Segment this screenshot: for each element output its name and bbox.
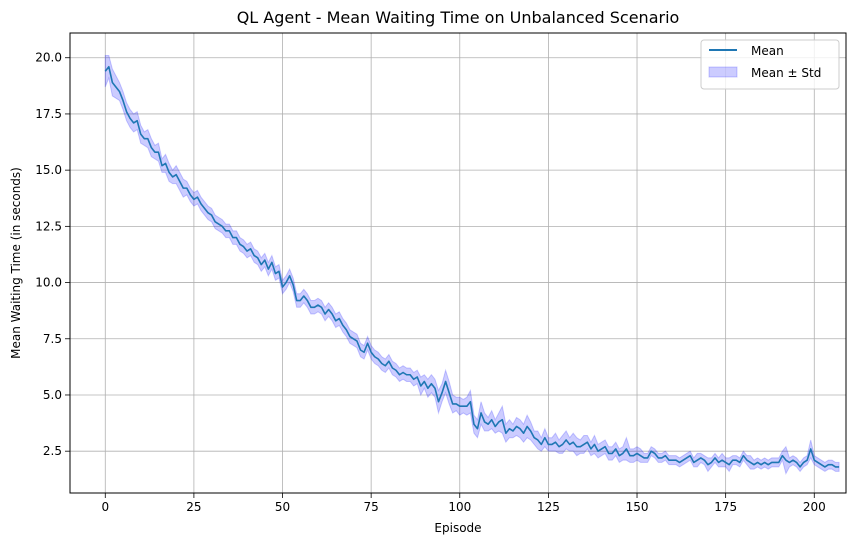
legend-box: [700, 39, 840, 90]
y-tick-label: 2.5: [43, 444, 62, 458]
plot-frame: [69, 32, 847, 494]
std-band-layer: [104, 54, 840, 476]
mean-line-layer: [104, 65, 840, 468]
x-tick-label: 125: [537, 500, 560, 514]
y-tick-label: 7.5: [43, 332, 62, 346]
chart-title: QL Agent - Mean Waiting Time on Unbalanc…: [237, 8, 680, 27]
legend-band-swatch: [708, 66, 738, 78]
y-tick-label: 15.0: [35, 163, 62, 177]
y-tick-label: 12.5: [35, 219, 62, 233]
y-tick-label: 20.0: [35, 51, 62, 65]
x-tick-label: 200: [803, 500, 826, 514]
y-tick-label: 17.5: [35, 107, 62, 121]
y-axis-label: Mean Waiting Time (in seconds): [9, 167, 23, 359]
y-axis-ticks: 2.5 5.0 7.5 10.0 12.5 15.0 17.5 20.0: [35, 51, 70, 458]
x-axis-ticks: 0 25 50 75 100 125 150 175 200: [101, 493, 826, 514]
legend-band-label: Mean ± Std: [751, 66, 821, 80]
legend: Mean Mean ± Std: [700, 39, 840, 90]
x-tick-label: 75: [364, 500, 379, 514]
x-tick-label: 150: [626, 500, 649, 514]
grid-lines: [70, 33, 846, 493]
x-tick-label: 50: [275, 500, 290, 514]
mean-line: [104, 65, 840, 468]
std-band: [104, 54, 840, 476]
x-axis-label: Episode: [434, 521, 481, 535]
x-tick-label: 100: [448, 500, 471, 514]
y-tick-label: 10.0: [35, 276, 62, 290]
y-tick-label: 5.0: [43, 388, 62, 402]
x-tick-label: 0: [101, 500, 109, 514]
legend-mean-label: Mean: [751, 44, 784, 58]
x-tick-label: 175: [714, 500, 737, 514]
x-tick-label: 25: [186, 500, 201, 514]
